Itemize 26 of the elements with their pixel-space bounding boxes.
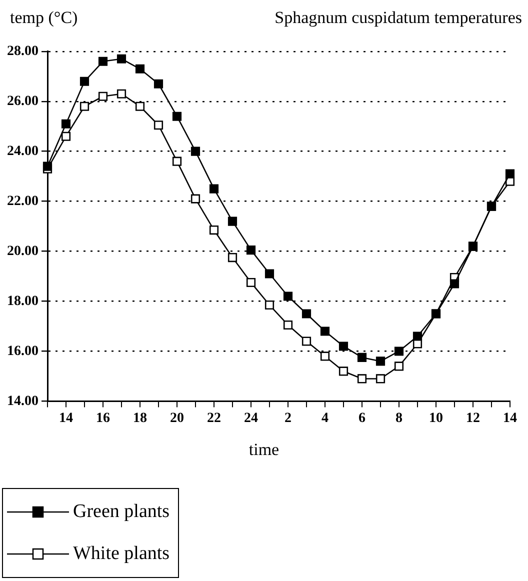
y-axis-title: temp (°C) xyxy=(10,8,78,28)
x-tick-label: 16 xyxy=(96,411,110,426)
y-tick-label: 24.00 xyxy=(7,144,38,159)
legend-label: White plants xyxy=(73,543,170,565)
x-tick-label: 12 xyxy=(466,411,480,426)
x-tick-label: 14 xyxy=(59,411,73,426)
legend-label: Green plants xyxy=(73,501,170,523)
chart-title: Sphagnum cuspidatum temperatures xyxy=(274,8,522,28)
x-tick-label: 2 xyxy=(284,411,292,426)
y-tick-label: 22.00 xyxy=(7,194,38,209)
x-tick-label: 14 xyxy=(503,411,517,426)
y-tick-label: 14.00 xyxy=(7,394,38,409)
x-tick-label: 8 xyxy=(396,411,402,426)
x-tick-label: 4 xyxy=(322,411,328,426)
x-axis-title: time xyxy=(248,440,280,460)
x-tick-label: 24 xyxy=(244,411,258,426)
x-tick-label: 6 xyxy=(358,411,366,426)
x-tick-label: 10 xyxy=(429,411,443,426)
x-tick-label: 20 xyxy=(170,411,184,426)
y-tick-label: 28.00 xyxy=(7,44,38,60)
y-tick-label: 16.00 xyxy=(7,344,38,359)
y-tick-label: 18.00 xyxy=(7,294,38,309)
x-tick-label: 22 xyxy=(207,411,221,426)
y-tick-label: 26.00 xyxy=(7,94,38,109)
x-tick-label: 18 xyxy=(133,411,147,426)
y-tick-label: 20.00 xyxy=(7,244,38,259)
